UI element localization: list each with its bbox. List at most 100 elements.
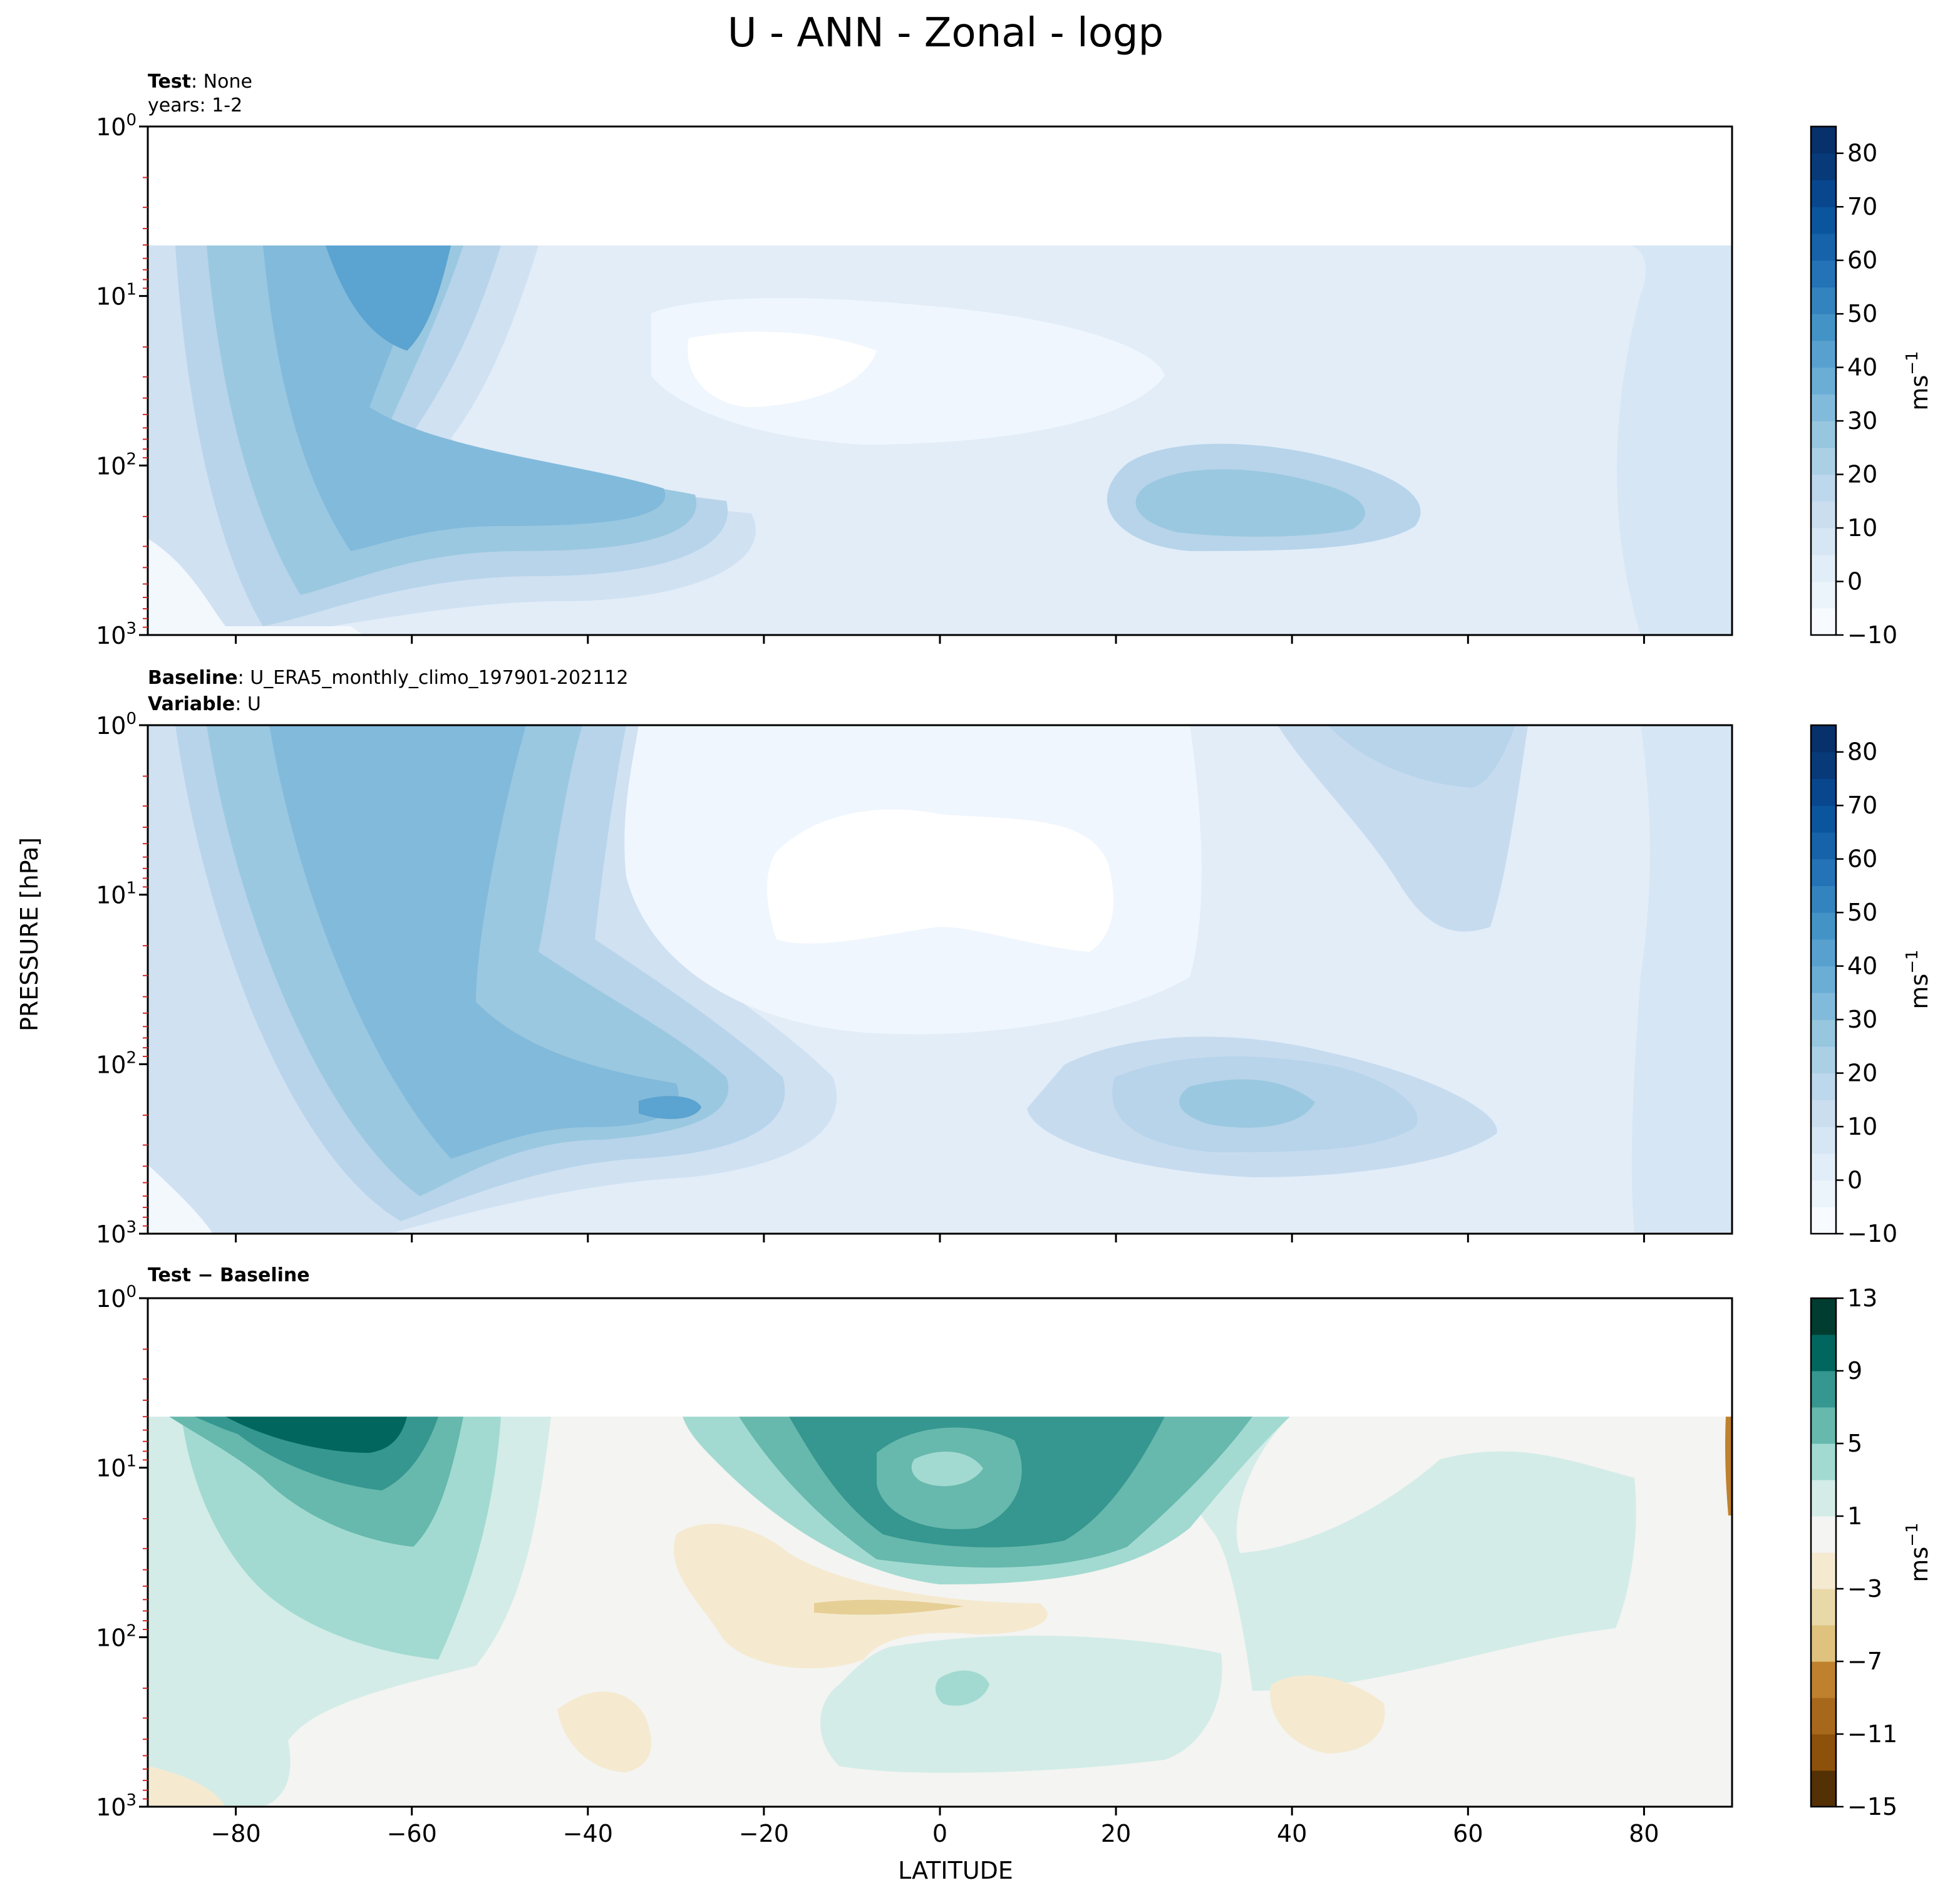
- colorbar-segment: [1811, 1371, 1836, 1408]
- colorbar-units-label: ms−1: [1903, 1522, 1933, 1582]
- x-tick-label: 0: [932, 1820, 947, 1847]
- x-axis-difference: [235, 1807, 1645, 1815]
- colorbar-difference: 13 9 5 1 −3 −7 −11 −15 ms−1: [1810, 1284, 1933, 1820]
- colorbar-segment: [1811, 447, 1836, 475]
- colorbar-segment: [1811, 207, 1836, 234]
- colorbar-tick-label: 0: [1847, 568, 1862, 596]
- y-tick-label: 101: [96, 879, 137, 909]
- colorbar-segment: [1811, 581, 1836, 609]
- colorbar-segment: [1811, 180, 1836, 207]
- colorbar-segment: [1811, 1480, 1836, 1517]
- colorbar-baseline: 80 70 60 50 40 30 20 10 0 −10 ms−1: [1810, 724, 1933, 1247]
- contour-fill: [1270, 1675, 1385, 1753]
- colorbar-segment: [1811, 394, 1836, 421]
- contour-fill: [1179, 1079, 1315, 1128]
- y-tick-label: 103: [96, 1218, 137, 1248]
- colorbar-outline: [1810, 724, 1837, 1235]
- colorbar-segment: [1811, 528, 1836, 555]
- y-tick-label: 102: [96, 1048, 137, 1078]
- colorbar-tick-label: 13: [1847, 1284, 1877, 1312]
- panel-test: Test: None years: 1-2 100 101 102 103: [96, 71, 1733, 649]
- y-tick-label: 100: [96, 710, 137, 740]
- panel-baseline-header-text-1: : U_ERA5_monthly_climo_197901-202112: [238, 667, 629, 689]
- colorbar-segment: [1811, 1335, 1836, 1371]
- colorbar-segment: [1811, 501, 1836, 529]
- contour-fill: [148, 1766, 225, 1807]
- colorbar-segment: [1811, 1298, 1836, 1335]
- no-data-band: [148, 1298, 1732, 1417]
- colorbar-segment: [1811, 314, 1836, 341]
- colorbar-segment: [1811, 1020, 1836, 1047]
- contour-fill: [225, 1417, 407, 1453]
- contour-fill: [1328, 725, 1515, 788]
- colorbar-segment: [1811, 778, 1836, 806]
- y-tick-label: 100: [96, 1283, 137, 1313]
- x-tick-label: 20: [1101, 1820, 1131, 1847]
- colorbar-tick-label: −10: [1847, 621, 1897, 649]
- colorbar-segment: [1811, 939, 1836, 967]
- colorbar-segment: [1811, 966, 1836, 993]
- x-tick-labels: −80 −60 −40 −20 0 20 40 60 80: [210, 1820, 1659, 1847]
- colorbar-segment: [1811, 1100, 1836, 1127]
- panel-test-header-bold: Test: [148, 71, 191, 93]
- colorbar-tick-label: 70: [1847, 792, 1877, 819]
- contour-fill: [674, 1524, 1048, 1669]
- panel-baseline: Baseline: U_ERA5_monthly_climo_197901-20…: [96, 667, 1733, 1248]
- y-tick-label: 103: [96, 1791, 137, 1821]
- x-tick-label: −80: [210, 1820, 260, 1847]
- y-axis-baseline: 100 101 102 103: [96, 710, 148, 1248]
- colorbar-tick-label: −7: [1847, 1648, 1882, 1675]
- contour-fill: [148, 539, 363, 635]
- panel-difference-header-bold: Test − Baseline: [148, 1264, 310, 1286]
- colorbar-tick-label: −3: [1847, 1575, 1882, 1603]
- contour-field-test: [148, 126, 1732, 635]
- colorbar-outline: [1810, 1297, 1837, 1808]
- contour-fill: [688, 331, 877, 407]
- panel-baseline-header-bold-2: Variable: [148, 693, 235, 715]
- colorbar-tick-label: 50: [1847, 899, 1877, 926]
- contour-field-difference: [148, 1298, 1732, 1807]
- panel-baseline-header-bold-1: Baseline: [148, 667, 238, 689]
- colorbar-tick-label: 70: [1847, 193, 1877, 220]
- contour-fill: [767, 809, 1114, 952]
- colorbar-segment: [1811, 1407, 1836, 1444]
- y-tick-label: 102: [96, 450, 137, 480]
- y-axis-test: 100 101 102 103: [96, 111, 148, 649]
- colorbar-segment: [1811, 1073, 1836, 1100]
- panel-test-header-2: years: 1-2: [148, 95, 242, 116]
- colorbar-segment: [1811, 1734, 1836, 1771]
- colorbar-segment: [1811, 474, 1836, 502]
- y-tick-label: 101: [96, 281, 137, 311]
- colorbar-segment: [1811, 233, 1836, 261]
- colorbar-tick-label: 10: [1847, 514, 1877, 542]
- colorbar-segment: [1811, 1443, 1836, 1480]
- colorbar-tick-label: 60: [1847, 247, 1877, 274]
- panel-baseline-header-text-2: : U: [235, 693, 261, 715]
- colorbar-segment: [1811, 1698, 1836, 1735]
- contour-fill: [263, 245, 666, 551]
- y-axis-label: PRESSURE [hPa]: [16, 837, 43, 1031]
- y-axis-difference: 100 101 102 103: [96, 1283, 148, 1821]
- colorbar-segment: [1811, 1046, 1836, 1074]
- colorbar-tick-label: 20: [1847, 461, 1877, 488]
- colorbar-segment: [1811, 1589, 1836, 1626]
- contour-fill: [911, 1452, 983, 1487]
- y-tick-label: 103: [96, 619, 137, 649]
- colorbar-segment: [1811, 367, 1836, 395]
- panel-baseline-header-2: Variable: U: [148, 693, 261, 715]
- colorbar-segment: [1811, 725, 1836, 753]
- colorbar-tick-label: 30: [1847, 1006, 1877, 1033]
- figure-title: U - ANN - Zonal - logp: [728, 10, 1163, 56]
- colorbar-segment: [1811, 1552, 1836, 1589]
- colorbar-segment: [1811, 554, 1836, 582]
- colorbar-segment: [1811, 153, 1836, 180]
- colorbar-tick-label: 30: [1847, 407, 1877, 435]
- contour-fill: [269, 725, 679, 1159]
- contour-fill: [689, 1417, 1636, 1691]
- colorbar-tick-label: 80: [1847, 140, 1877, 167]
- panel-test-header-1: Test: None: [148, 71, 252, 93]
- colorbar-outline: [1810, 125, 1837, 636]
- colorbar-tick-label: −10: [1847, 1220, 1897, 1247]
- contour-fill: [148, 1165, 213, 1234]
